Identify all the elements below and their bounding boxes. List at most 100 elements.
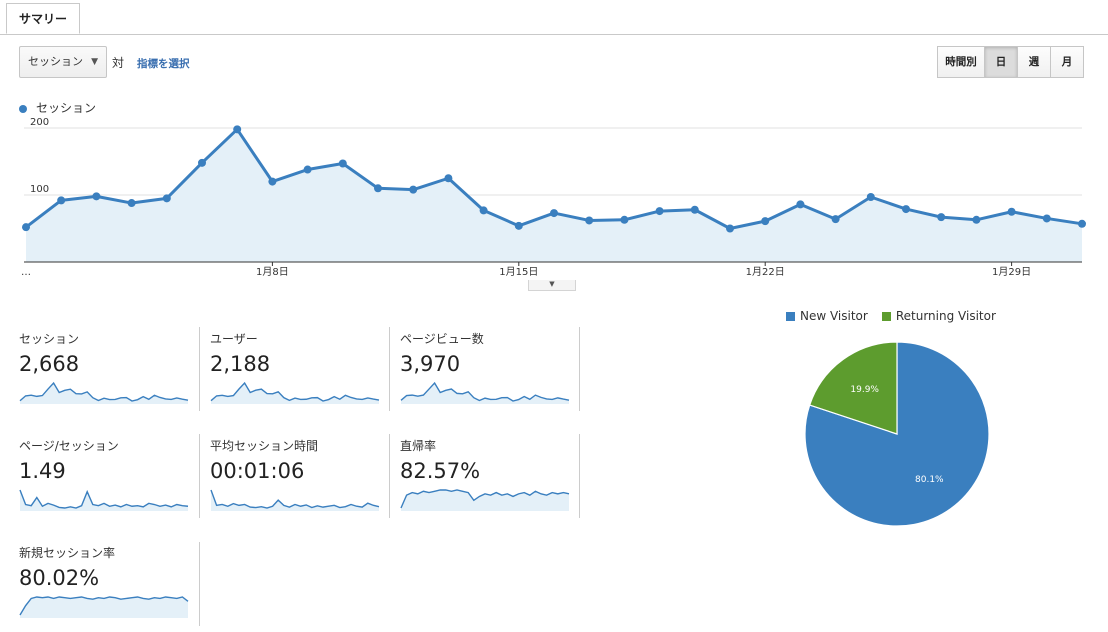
data-point[interactable] — [796, 200, 805, 209]
y-tick-label: 100 — [30, 184, 49, 195]
tile-divider — [389, 327, 390, 411]
tile-divider — [579, 327, 580, 411]
sessions-line-chart[interactable]: 100 200 … 1月8日 1月15日 1月22日 1月29日 — [0, 118, 1108, 278]
data-point[interactable] — [585, 216, 594, 225]
granularity-month-button[interactable]: 月 — [1050, 46, 1084, 78]
collapse-chart-handle[interactable]: ▼ — [528, 280, 576, 291]
data-point[interactable] — [866, 193, 875, 202]
kpi-users[interactable]: ユーザー 2,188 — [210, 330, 400, 412]
data-point[interactable] — [514, 221, 523, 230]
kpi-label: 新規セッション率 — [19, 546, 116, 560]
data-point[interactable] — [655, 207, 664, 216]
data-point[interactable] — [233, 125, 242, 134]
tile-divider — [199, 327, 200, 411]
sparkline-line — [19, 489, 189, 509]
x-tick-label: 1月15日 — [499, 266, 538, 278]
data-point[interactable] — [22, 223, 30, 232]
tile-divider — [579, 434, 580, 518]
kpi-value: 1.49 — [19, 459, 66, 483]
granularity-toggle: 時間別 日 週 月 — [937, 46, 1084, 78]
kpi-label: ページビュー数 — [400, 332, 484, 346]
granularity-hourly-button[interactable]: 時間別 — [937, 46, 985, 78]
sparkline-fill — [20, 490, 188, 511]
data-point[interactable] — [937, 213, 946, 222]
sparkline-line — [400, 489, 570, 509]
data-point[interactable] — [550, 209, 558, 218]
data-point[interactable] — [1042, 214, 1051, 223]
tile-divider — [199, 434, 200, 518]
data-point[interactable] — [972, 215, 981, 224]
pie-slice-label: 80.1% — [915, 475, 944, 485]
choose-metric-link[interactable]: 指標を選択 — [137, 58, 190, 70]
data-point[interactable] — [374, 184, 382, 193]
data-point[interactable] — [409, 185, 418, 194]
legend-swatch-icon — [881, 312, 891, 321]
x-tick-label: … — [21, 267, 31, 278]
data-point[interactable] — [620, 215, 629, 224]
kpi-sparkline — [400, 489, 570, 511]
legend-series-label: セッション — [36, 101, 97, 115]
sparkline-fill — [20, 383, 188, 404]
legend-label: New Visitor — [800, 309, 868, 323]
kpi-value: 00:01:06 — [210, 459, 305, 483]
kpi-label: ページ/セッション — [19, 439, 119, 453]
kpi-avg-session-duration[interactable]: 平均セッション時間 00:01:06 — [210, 437, 400, 519]
data-point[interactable] — [57, 196, 66, 205]
granularity-week-button[interactable]: 週 — [1017, 46, 1051, 78]
kpi-pages-per-session[interactable]: ページ/セッション 1.49 — [19, 437, 209, 519]
data-point[interactable] — [338, 159, 347, 168]
sparkline-line — [400, 381, 570, 402]
kpi-sessions[interactable]: セッション 2,668 — [19, 330, 209, 412]
data-point[interactable] — [92, 192, 101, 201]
kpi-bounce-rate[interactable]: 直帰率 82.57% — [400, 437, 590, 519]
x-tick-label: 1月8日 — [256, 266, 289, 278]
tab-summary[interactable]: サマリー — [6, 3, 81, 34]
sparkline-line — [19, 596, 189, 616]
data-point[interactable] — [479, 206, 488, 215]
kpi-sparkline — [19, 489, 189, 511]
sparkline-fill — [211, 383, 379, 404]
data-point[interactable] — [761, 217, 770, 226]
metric-select[interactable]: セッション ▼ — [19, 46, 107, 78]
visitor-type-pie-chart[interactable]: 80.1% 19.9% — [780, 330, 1020, 540]
data-point[interactable] — [198, 158, 206, 167]
legend-label: Returning Visitor — [895, 309, 996, 323]
tab-bar: サマリー — [0, 0, 1108, 35]
data-point[interactable] — [303, 165, 312, 174]
kpi-label: 直帰率 — [400, 439, 437, 453]
kpi-sparkline — [400, 381, 570, 404]
x-tick-label: 1月29日 — [992, 266, 1031, 278]
sparkline-fill — [211, 490, 379, 511]
kpi-sparkline — [210, 381, 380, 404]
kpi-sparkline — [210, 489, 380, 511]
chevron-down-icon: ▼ — [91, 57, 98, 67]
tile-divider — [199, 542, 200, 626]
kpi-value: 80.02% — [19, 566, 100, 590]
sparkline-line — [210, 381, 380, 402]
kpi-sparkline — [19, 596, 189, 618]
pie-slice-returning-visitor[interactable] — [808, 341, 898, 435]
kpi-pageviews[interactable]: ページビュー数 3,970 — [400, 330, 590, 412]
sparkline-fill — [401, 383, 569, 404]
kpi-value: 3,970 — [400, 352, 461, 376]
legend-item-new-visitor[interactable]: New Visitor — [786, 309, 868, 323]
kpi-new-session-rate[interactable]: 新規セッション率 80.02% — [19, 544, 209, 626]
data-point[interactable] — [268, 177, 277, 186]
granularity-day-button[interactable]: 日 — [984, 46, 1018, 78]
data-point[interactable] — [444, 174, 453, 183]
sparkline-fill — [20, 597, 188, 618]
legend-item-returning-visitor[interactable]: Returning Visitor — [881, 309, 996, 323]
legend-dot-icon — [19, 104, 27, 113]
data-point[interactable] — [690, 205, 699, 214]
kpi-label: セッション — [19, 332, 80, 346]
data-point[interactable] — [1078, 219, 1086, 228]
x-tick-label: 1月22日 — [746, 266, 785, 278]
data-point[interactable] — [902, 205, 910, 214]
data-point[interactable] — [726, 224, 734, 233]
data-point[interactable] — [162, 194, 171, 203]
sparkline-line — [19, 381, 189, 402]
data-point[interactable] — [831, 215, 840, 224]
vs-label: 対 — [112, 56, 125, 70]
data-point[interactable] — [127, 199, 136, 208]
data-point[interactable] — [1007, 207, 1016, 216]
